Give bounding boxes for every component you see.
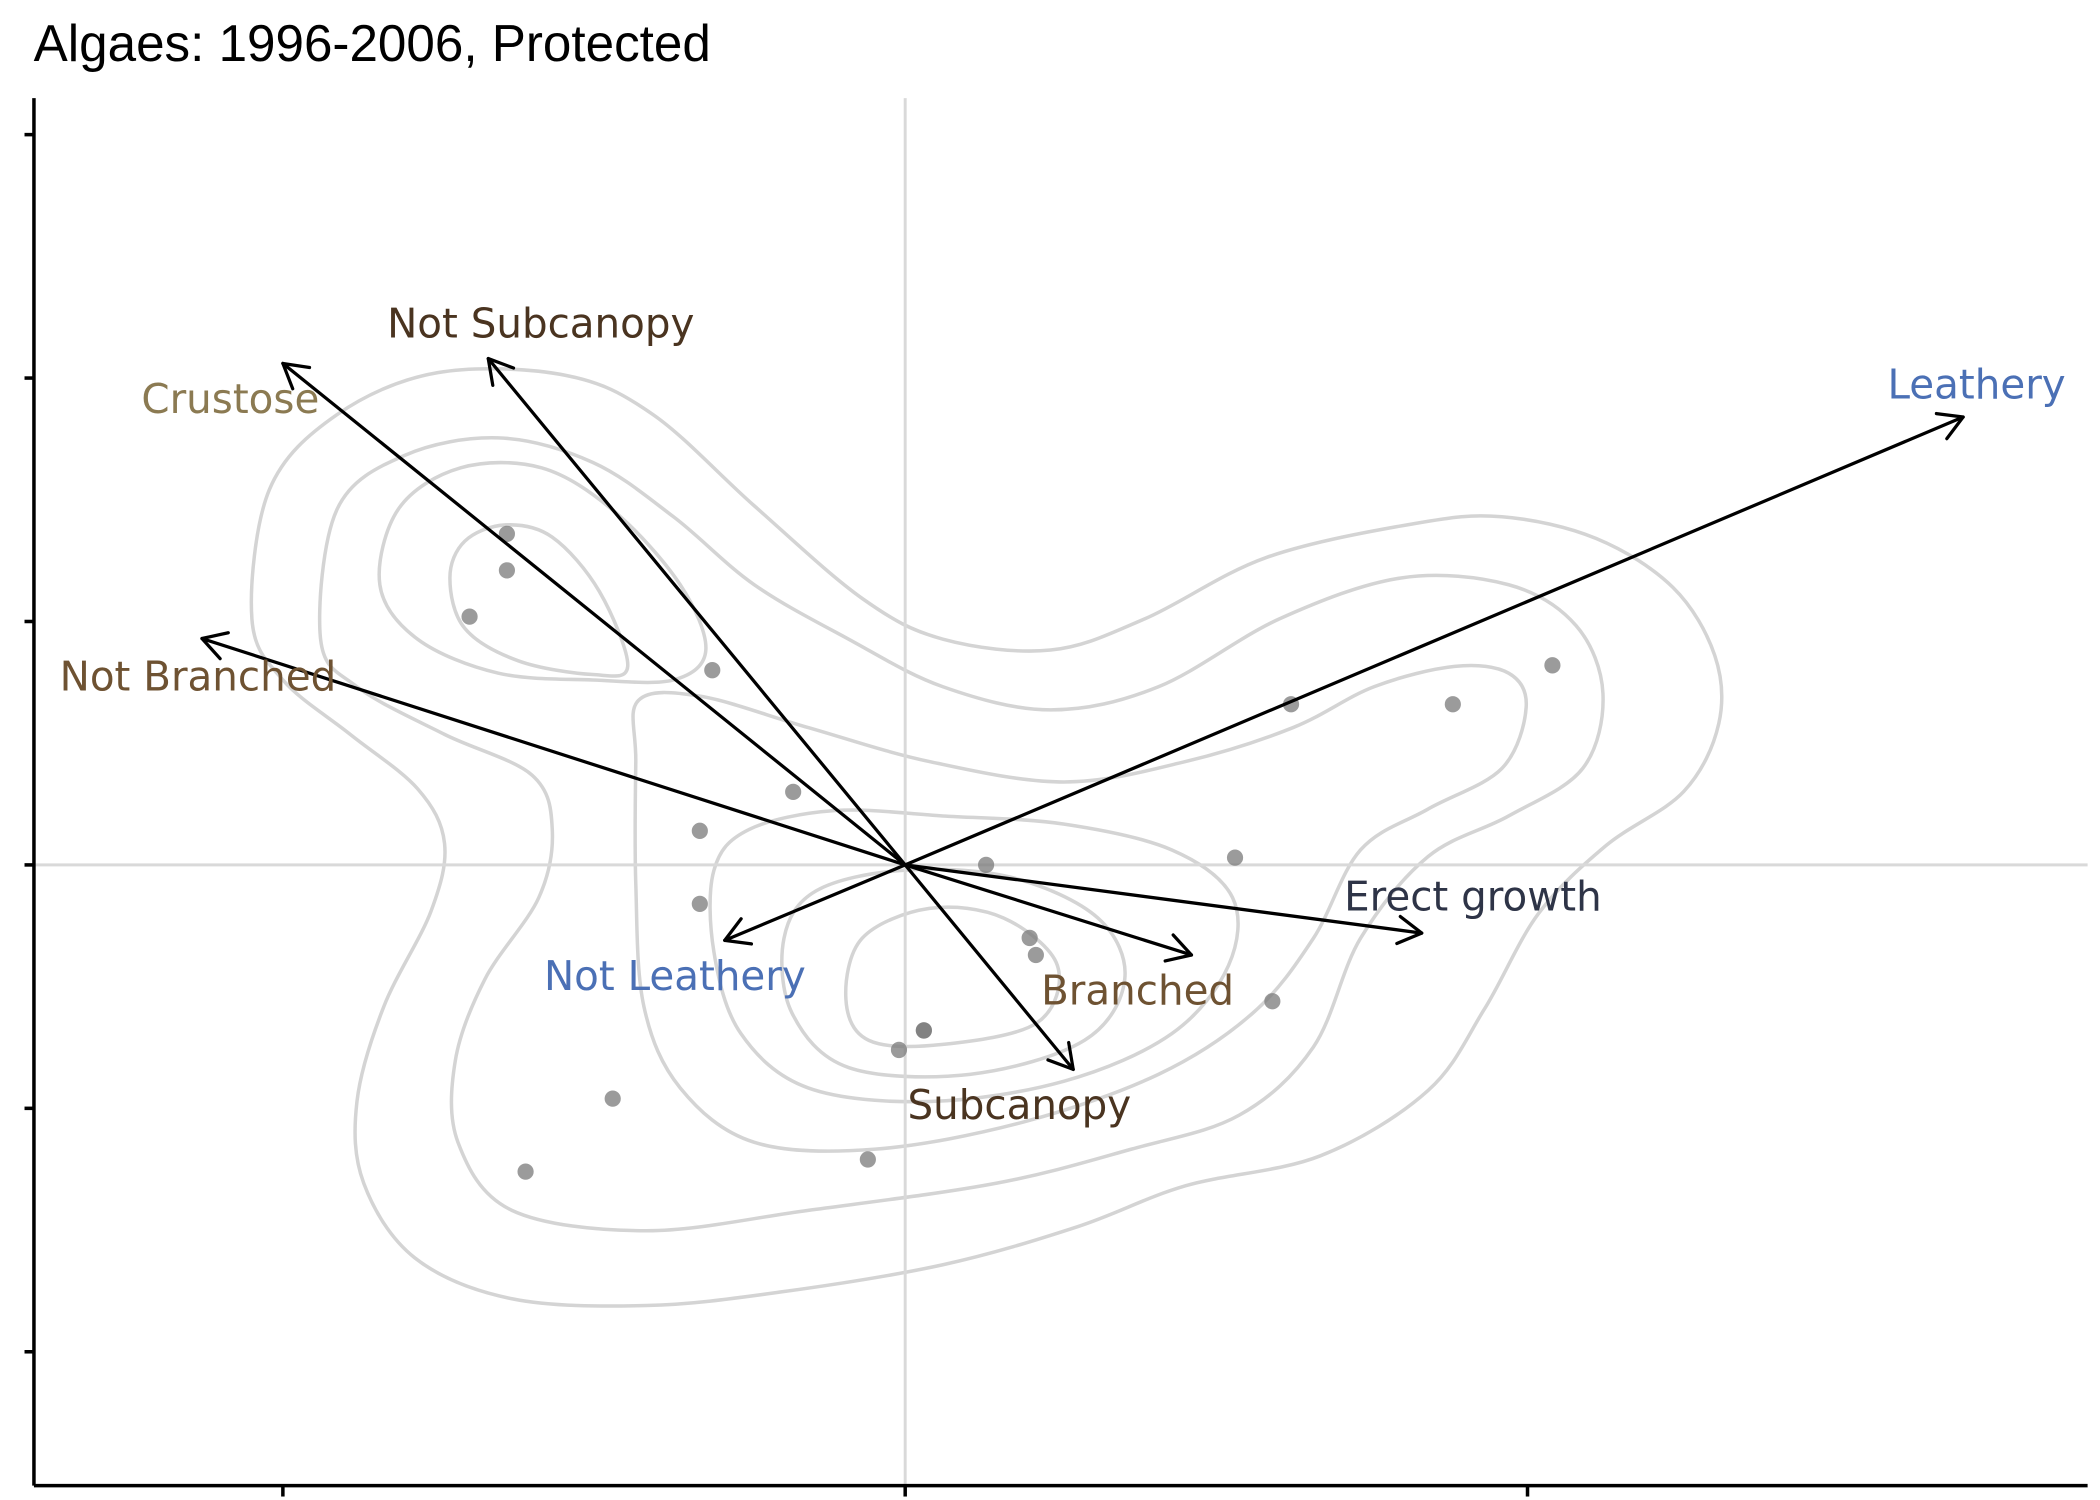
reference-lines [33, 98, 2088, 1486]
loading-vectors [200, 356, 1965, 1072]
density-contour [317, 436, 1605, 1233]
vector-arrow [903, 863, 1075, 1072]
chart-title: Algaes: 1996-2006, Protected [34, 14, 711, 72]
data-point [1027, 946, 1044, 964]
arrowhead [281, 361, 312, 391]
arrowhead [486, 356, 516, 388]
vector-label: Branched [1041, 966, 1234, 1014]
data-point [691, 895, 708, 913]
density-contour [708, 808, 1240, 1104]
data-point [978, 856, 995, 874]
data-point [498, 562, 515, 579]
vector-label: Not Leathery [544, 952, 806, 1000]
vector-arrow [903, 863, 1194, 957]
density-contour [843, 905, 1062, 1049]
data-point [498, 525, 515, 543]
vector-label: Crustose [141, 375, 319, 423]
vector-label: Not Subcanopy [387, 299, 694, 347]
arrowhead [1395, 914, 1424, 946]
data-point [1264, 993, 1281, 1010]
data-point [691, 822, 708, 839]
vector-arrow [200, 636, 907, 867]
data-point [1444, 696, 1461, 713]
data-point [1226, 849, 1244, 866]
vector-labels: Leathery Crustose Not Subcanopy Not Branche… [60, 299, 2066, 1129]
density-contour [631, 663, 1528, 1153]
data-point [785, 783, 802, 801]
axes [24, 98, 2088, 1497]
arrowhead [200, 631, 230, 661]
data-point [604, 1090, 621, 1107]
vector-label: Not Branched [60, 652, 337, 700]
vector-label: Leathery [1887, 360, 2065, 408]
data-point [704, 662, 721, 679]
arrowhead [723, 917, 754, 946]
data-point [461, 608, 478, 625]
arrowhead [1163, 933, 1194, 963]
vector-arrow [723, 863, 907, 943]
data-point [859, 1151, 876, 1168]
density-contour [249, 366, 1724, 1308]
vector-label: Erect growth [1344, 872, 1602, 920]
arrowhead [1934, 411, 1965, 441]
vector-arrow [903, 863, 1424, 935]
data-point [1544, 657, 1561, 674]
vector-arrow [281, 361, 907, 867]
data-point [517, 1163, 534, 1180]
data-point [915, 1022, 932, 1039]
data-point [1021, 929, 1038, 947]
arrowhead [1046, 1040, 1075, 1072]
data-point [890, 1041, 908, 1059]
vector-arrow [903, 415, 1965, 867]
vector-arrow [486, 356, 907, 867]
vector-label: Subcanopy [907, 1081, 1131, 1129]
density-contours [249, 366, 1724, 1308]
density-contour [448, 523, 630, 678]
